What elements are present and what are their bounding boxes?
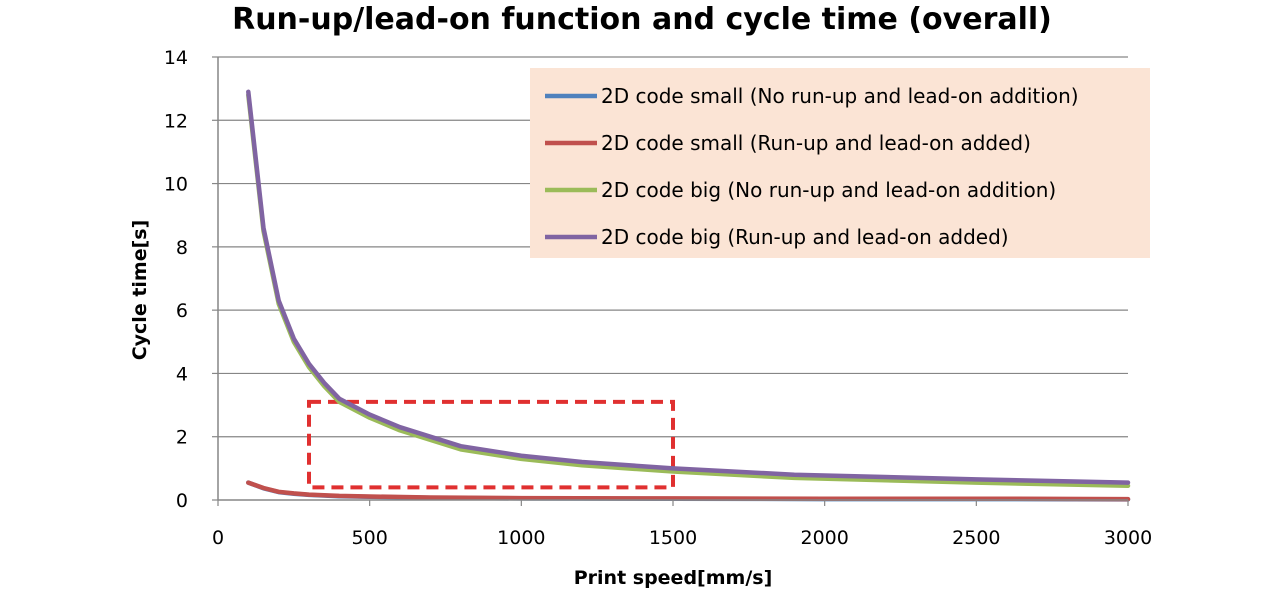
legend-label-3: 2D code big (No run-up and lead-on addit… bbox=[601, 178, 1056, 202]
x-tick-label: 2000 bbox=[800, 527, 848, 549]
x-axis-label: Print speed[mm/s] bbox=[574, 567, 773, 589]
legend: 2D code small (No run-up and lead-on add… bbox=[530, 68, 1150, 258]
y-tick-label: 2 bbox=[176, 427, 188, 449]
highlight-region-group bbox=[307, 399, 675, 490]
legend-box bbox=[530, 68, 1150, 258]
tick-labels: 0 2 4 6 8 10 12 14 0 500 1000 1500 2000 2500 3000 bbox=[164, 47, 1152, 549]
y-tick-label: 4 bbox=[176, 363, 188, 385]
x-tick-label: 1500 bbox=[649, 527, 697, 549]
y-tick-label: 14 bbox=[164, 47, 188, 69]
x-tick-label: 2500 bbox=[952, 527, 1000, 549]
legend-label-1: 2D code small (No run-up and lead-on add… bbox=[601, 84, 1079, 108]
series-line-2 bbox=[246, 480, 1131, 502]
series-line-4 bbox=[246, 89, 1131, 485]
series-lines bbox=[246, 89, 1131, 502]
legend-label-2: 2D code small (Run-up and lead-on added) bbox=[601, 131, 1031, 155]
y-tick-label: 6 bbox=[176, 300, 188, 322]
y-tick-label: 0 bbox=[176, 490, 188, 512]
x-tick-label: 500 bbox=[352, 527, 388, 549]
chart-title: Run-up/lead-on function and cycle time (… bbox=[232, 2, 1052, 37]
y-tick-label: 10 bbox=[164, 174, 188, 196]
y-tick-label: 12 bbox=[164, 110, 188, 132]
legend-label-4: 2D code big (Run-up and lead-on added) bbox=[601, 225, 1009, 249]
y-tick-label: 8 bbox=[176, 237, 188, 259]
x-tick-label: 3000 bbox=[1104, 527, 1152, 549]
y-axis-label: Cycle time[s] bbox=[129, 220, 151, 361]
x-tick-label: 1000 bbox=[497, 527, 545, 549]
x-tick-label: 0 bbox=[212, 527, 224, 549]
highlight-region bbox=[307, 399, 675, 490]
